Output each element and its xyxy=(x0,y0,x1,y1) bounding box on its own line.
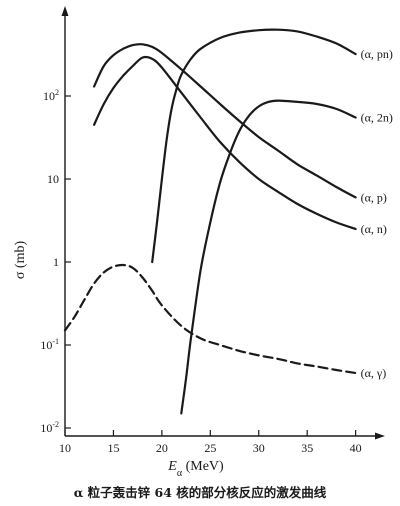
series-line-n xyxy=(93,55,357,231)
series-label: (α, p) xyxy=(361,190,387,204)
y-tick-label: 1 xyxy=(53,255,59,269)
x-tick-label: 35 xyxy=(301,441,313,455)
x-tick-label: 30 xyxy=(253,441,265,455)
y-tick-label: 10 xyxy=(47,172,59,186)
series-line-pn xyxy=(151,28,357,264)
series-label: (α, pn) xyxy=(361,47,393,61)
series-lines xyxy=(63,28,357,415)
x-axis-label: Eα (MeV) xyxy=(167,459,224,479)
x-tick-label: 15 xyxy=(107,441,119,455)
y-tick-label: 102 xyxy=(43,88,59,103)
y-ticks: 10-2 10-1 1 10 102 xyxy=(40,88,71,435)
series-label: (α, 2n) xyxy=(361,111,393,125)
y-axis-arrow-icon xyxy=(61,6,69,16)
y-tick-label: 10-1 xyxy=(40,337,59,352)
y-axis-label: σ (mb) xyxy=(13,241,28,280)
x-ticks: 10 15 20 25 30 35 40 xyxy=(59,430,362,455)
y-tick-label: 10-2 xyxy=(40,420,59,435)
x-tick-label: 20 xyxy=(156,441,168,455)
series-label: (α, γ) xyxy=(361,366,387,380)
series-labels: (α, pn) (α, 2n) (α, p) (α, n) (α, γ) xyxy=(361,47,393,380)
series-line-p xyxy=(93,43,357,199)
x-axis-arrow-icon xyxy=(375,432,385,440)
series-line-2n xyxy=(180,99,357,415)
x-tick-label: 40 xyxy=(350,441,362,455)
series-line-s4 xyxy=(63,263,357,375)
x-tick-label: 25 xyxy=(204,441,216,455)
series-label: (α, n) xyxy=(361,222,387,236)
chart-caption: α 粒子轰击锌 64 核的部分核反应的激发曲线 xyxy=(74,485,327,500)
x-tick-label: 10 xyxy=(59,441,71,455)
